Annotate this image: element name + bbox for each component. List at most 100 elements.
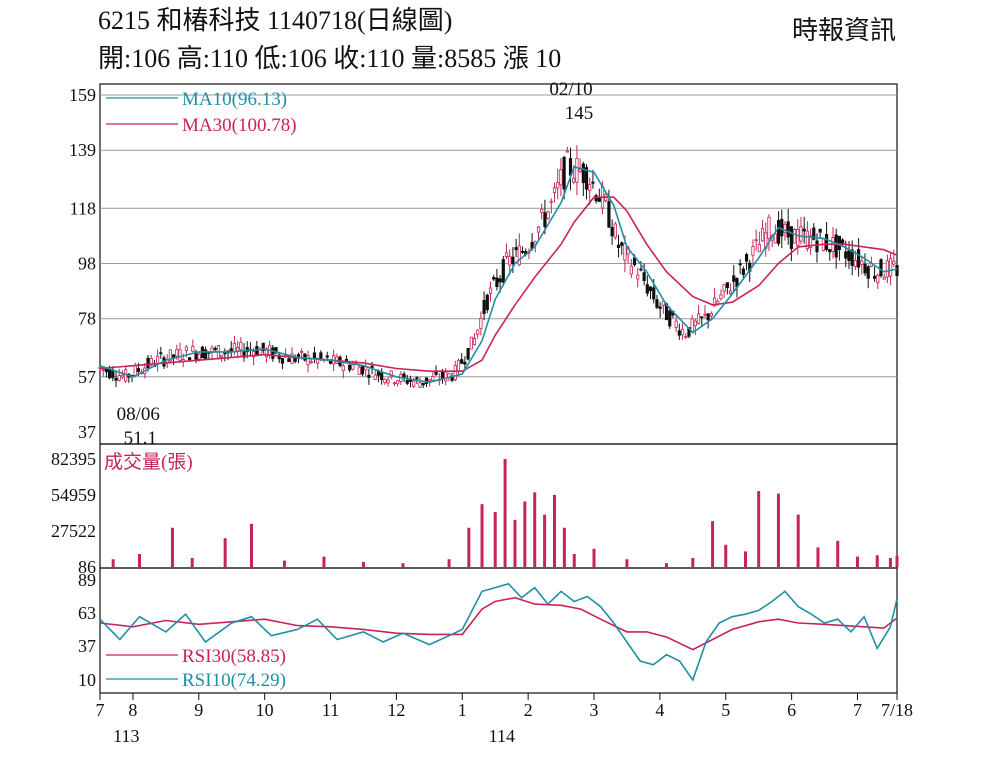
candle-body: [546, 211, 550, 219]
volume-bar: [875, 555, 879, 567]
ma30-line: [99, 196, 898, 373]
candle-body: [879, 259, 883, 277]
candle-body: [575, 158, 579, 183]
x-tick-label: 8: [128, 700, 137, 720]
candle-body: [220, 354, 224, 358]
volume-bar: [249, 523, 253, 567]
price-tick-label: 139: [69, 140, 96, 160]
rsi30-line: [99, 596, 898, 651]
low-value-label: 51.1: [124, 428, 157, 449]
volume-bar: [533, 492, 537, 567]
price-tick-label: 78: [78, 309, 96, 329]
candle-body: [661, 300, 665, 306]
candle-body: [882, 277, 886, 280]
candle-body: [744, 254, 749, 262]
candle-body: [444, 371, 448, 382]
candle-body: [412, 380, 416, 387]
candle-body: [188, 357, 192, 361]
candle-body: [488, 287, 493, 294]
ma10-line: [99, 165, 898, 384]
candle-body: [719, 294, 723, 300]
rsi-tick-label: 89: [78, 570, 96, 590]
candle-body: [844, 251, 848, 259]
candle-body: [290, 353, 294, 364]
candle-body: [460, 359, 464, 364]
candle-body: [610, 227, 614, 237]
candle-body: [680, 328, 685, 336]
candle-body: [578, 169, 582, 173]
candle-body: [712, 297, 717, 307]
candle-body: [380, 372, 384, 380]
candle-body: [818, 228, 822, 233]
candle-body: [888, 258, 893, 277]
candle-body: [280, 357, 285, 364]
candle-body: [776, 220, 781, 244]
candle-body: [108, 368, 112, 379]
candle-body: [296, 354, 301, 359]
candle-body: [367, 374, 371, 378]
price-tick-label: 57: [78, 367, 96, 387]
candle-body: [357, 366, 361, 375]
candle-body: [373, 374, 377, 380]
volume-bar: [562, 527, 566, 567]
candle-body: [453, 365, 457, 381]
candle-body: [271, 347, 275, 359]
candle-body: [434, 371, 438, 375]
price-tick-label: 98: [78, 254, 96, 274]
volume-bar: [190, 557, 194, 567]
candle-body: [856, 249, 861, 268]
rsi-panel: [99, 567, 898, 694]
candle-body: [741, 268, 745, 275]
volume-bar: [855, 556, 859, 567]
volume-tick-label: 54959: [51, 485, 96, 505]
candle-body: [863, 263, 867, 274]
x-tick-label: 3: [590, 700, 599, 720]
candle-body: [616, 244, 621, 248]
candle-body: [812, 227, 816, 240]
candle-body: [175, 349, 179, 357]
candle-body: [815, 240, 819, 253]
candle-body: [709, 312, 713, 317]
candle-body: [549, 200, 553, 203]
volume-bar: [776, 493, 780, 567]
volume-bar: [895, 555, 899, 567]
candle-body: [828, 249, 832, 253]
x-tick-label: 9: [194, 700, 203, 720]
candle-body: [386, 379, 390, 384]
volume-bars: [111, 459, 899, 567]
volume-bar: [757, 491, 761, 567]
candle-body: [700, 316, 704, 319]
candle-body: [696, 313, 701, 324]
volume-bar: [480, 504, 484, 567]
candle-body: [754, 239, 758, 242]
candle-body: [104, 368, 109, 373]
rsi30-legend: RSI30(58.85): [182, 646, 286, 667]
candle-body: [197, 353, 201, 360]
candle-body: [536, 226, 541, 233]
x-tick-label: 2: [524, 700, 533, 720]
candle-body: [853, 260, 857, 268]
candle-body: [690, 318, 694, 333]
volume-bar: [664, 563, 668, 567]
candle-body: [146, 357, 150, 369]
candle-body: [300, 350, 304, 353]
candle-body: [594, 195, 598, 202]
candle-body: [341, 365, 345, 371]
candle-body: [424, 377, 429, 384]
candle-body: [789, 226, 793, 249]
candle-body: [732, 275, 736, 282]
candle-body: [498, 278, 502, 283]
candle-body: [245, 347, 249, 353]
candle-body: [418, 382, 422, 388]
volume-bar: [836, 540, 840, 567]
volume-bar: [503, 459, 507, 567]
x-tick-label: 1: [458, 700, 467, 720]
candle-body: [738, 263, 742, 266]
volume-bar: [572, 553, 576, 567]
candle-body: [885, 260, 889, 278]
candle-body: [559, 169, 563, 186]
candle-body: [591, 181, 595, 184]
candle-body: [540, 208, 544, 213]
volume-bar: [493, 512, 497, 567]
volume-bar: [888, 557, 892, 567]
